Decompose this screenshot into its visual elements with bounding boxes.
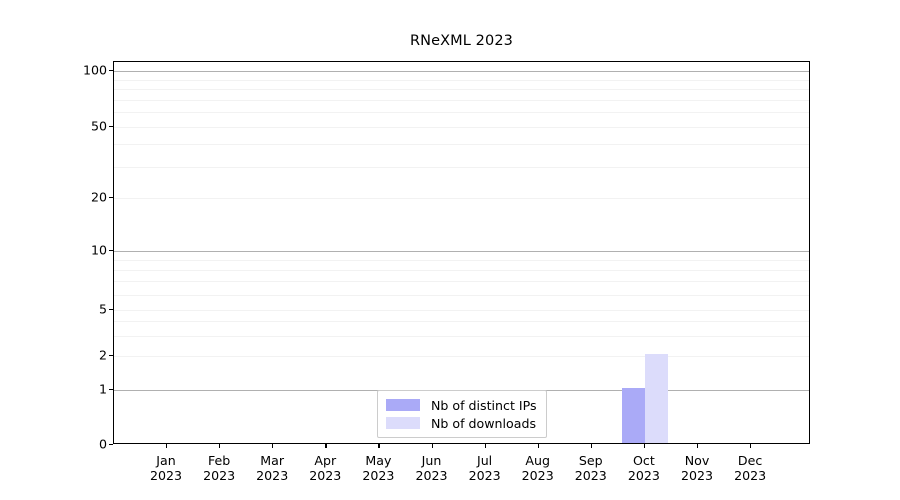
y-tick-mark xyxy=(109,389,113,391)
x-tick-mark xyxy=(378,444,380,448)
x-tick-month: Jul xyxy=(476,453,493,468)
x-tick-mark xyxy=(697,444,699,448)
gridline-minor xyxy=(114,335,809,337)
legend-entry: Nb of downloads xyxy=(386,414,537,432)
x-tick-label: Feb 2023 xyxy=(189,453,249,483)
gridline-minor xyxy=(114,166,809,168)
bar xyxy=(644,354,668,443)
legend-entry: Nb of distinct IPs xyxy=(386,396,537,414)
gridline-minor xyxy=(114,294,809,296)
x-tick-month: Feb xyxy=(207,453,231,468)
x-tick-month: Jun xyxy=(421,453,442,468)
x-tick-mark xyxy=(325,444,327,448)
gridline-major xyxy=(114,71,809,72)
x-tick-label: May 2023 xyxy=(348,453,408,483)
x-tick-year: 2023 xyxy=(627,468,660,483)
y-tick-mark xyxy=(109,70,113,72)
y-tick-mark xyxy=(109,250,113,252)
x-tick-label: Jan 2023 xyxy=(136,453,196,483)
x-tick-label: Sep 2023 xyxy=(561,453,621,483)
x-tick-mark xyxy=(750,444,752,448)
x-tick-month: Sep xyxy=(578,453,603,468)
plot-area xyxy=(113,61,810,444)
x-tick-month: Mar xyxy=(260,453,285,468)
gridline-minor xyxy=(114,112,809,114)
legend-swatch xyxy=(386,399,420,411)
legend-label: Nb of distinct IPs xyxy=(431,397,537,413)
x-tick-year: 2023 xyxy=(680,468,714,483)
x-tick-label: Dec 2023 xyxy=(720,453,780,483)
gridline-major xyxy=(114,251,809,252)
gridline-major xyxy=(114,198,809,199)
y-tick-label: 20 xyxy=(90,189,107,205)
y-axis-tick-marks xyxy=(0,61,120,446)
gridline-major xyxy=(114,356,809,357)
gridline-minor xyxy=(114,260,809,261)
x-tick-month: Apr xyxy=(314,453,337,468)
y-axis-tick-labels: 0 1 2 5 10 20 50 100 xyxy=(63,61,107,452)
x-tick-mark xyxy=(643,444,646,448)
gridline-major xyxy=(114,310,809,311)
y-tick-mark xyxy=(109,444,113,446)
gridline-minor xyxy=(114,321,809,323)
x-tick-label: Apr 2023 xyxy=(295,453,355,483)
y-tick-mark xyxy=(109,309,113,311)
x-tick-month: Jan xyxy=(156,453,176,468)
bars-layer xyxy=(114,62,809,443)
x-tick-label: Nov 2023 xyxy=(667,453,727,483)
x-tick-year: 2023 xyxy=(309,468,342,483)
x-tick-month: May xyxy=(365,453,392,468)
y-tick-mark xyxy=(109,355,113,357)
x-tick-mark xyxy=(166,444,168,448)
x-tick-mark xyxy=(537,444,539,448)
x-tick-month: Oct xyxy=(633,453,655,468)
x-tick-label: Oct 2023 xyxy=(614,453,674,483)
y-tick-label: 0 xyxy=(98,436,107,452)
x-tick-mark xyxy=(272,444,274,448)
x-tick-year: 2023 xyxy=(256,468,289,483)
y-tick-label: 2 xyxy=(98,347,107,363)
y-tick-mark xyxy=(109,126,113,128)
x-axis-tick-labels: Jan 2023 Feb 2023 Mar 2023 Apr 2023 May 2023 Jun 20… xyxy=(113,444,810,494)
x-tick-label: Aug 2023 xyxy=(508,453,568,483)
x-tick-mark xyxy=(219,444,221,448)
legend-swatch xyxy=(386,417,420,429)
x-tick-year: 2023 xyxy=(362,468,395,483)
x-tick-label: Jun 2023 xyxy=(402,453,462,483)
gridline-minor xyxy=(114,79,809,81)
y-tick-label: 5 xyxy=(98,301,107,317)
x-tick-mark xyxy=(590,444,593,448)
y-tick-mark xyxy=(109,197,113,199)
x-tick-month: Dec xyxy=(737,453,763,468)
x-tick-month: Aug xyxy=(525,453,550,468)
gridline-minor xyxy=(114,89,809,90)
gridline-minor xyxy=(114,144,809,146)
legend-label: Nb of downloads xyxy=(431,415,537,431)
gridline-minor xyxy=(114,270,809,271)
gridline-minor xyxy=(114,99,809,101)
y-tick-label: 100 xyxy=(82,62,107,78)
x-tick-year: 2023 xyxy=(415,468,448,483)
y-tick-label: 10 xyxy=(90,242,107,258)
x-tick-month: Nov xyxy=(684,453,710,468)
x-tick-mark xyxy=(431,444,433,448)
x-tick-year: 2023 xyxy=(574,468,607,483)
x-tick-year: 2023 xyxy=(203,468,236,483)
gridline-minor xyxy=(114,281,809,283)
bar xyxy=(621,388,645,443)
gridline-major xyxy=(114,127,809,128)
chart-title: RNeXML 2023 xyxy=(410,33,513,49)
x-tick-year: 2023 xyxy=(521,468,554,483)
x-tick-year: 2023 xyxy=(734,468,767,483)
x-tick-year: 2023 xyxy=(149,468,183,483)
x-tick-mark xyxy=(484,444,486,448)
x-tick-label: Mar 2023 xyxy=(242,453,302,483)
y-tick-label: 50 xyxy=(90,118,107,134)
chart-legend: Nb of distinct IPs Nb of downloads xyxy=(377,390,547,438)
x-tick-label: Jul 2023 xyxy=(455,453,515,483)
y-tick-label: 1 xyxy=(98,381,107,397)
x-tick-year: 2023 xyxy=(468,468,501,483)
